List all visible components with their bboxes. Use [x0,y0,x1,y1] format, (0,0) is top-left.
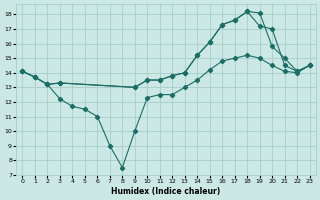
X-axis label: Humidex (Indice chaleur): Humidex (Indice chaleur) [111,187,221,196]
